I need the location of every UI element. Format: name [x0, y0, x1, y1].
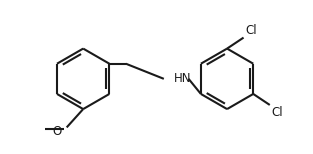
Text: Cl: Cl — [245, 24, 257, 37]
Text: O: O — [52, 125, 61, 138]
Text: HN: HN — [174, 72, 192, 85]
Text: Cl: Cl — [272, 106, 283, 119]
